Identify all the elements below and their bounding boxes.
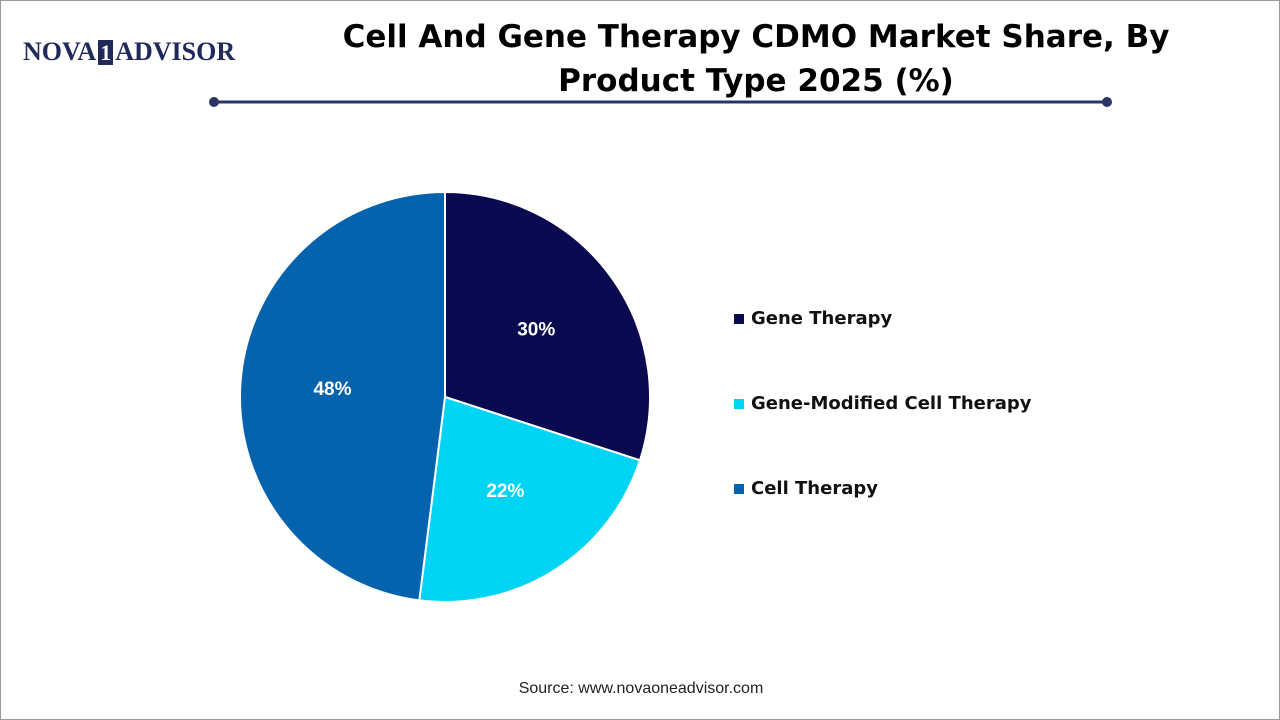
pie-slice [239,190,446,602]
logo-text: ADVISOR [115,37,236,66]
data-label: 22% [486,481,524,502]
logo-text: NOVA [23,37,97,66]
legend-marker [734,314,744,324]
pie-slice [444,190,651,462]
logo-text: 1 [98,40,114,65]
legend-label: Cell Therapy [751,478,878,499]
legend-label: Gene Therapy [751,308,892,329]
chart-title: Cell And Gene Therapy CDMO Market Share,… [342,19,1170,99]
rule-dot [209,97,219,107]
legend-marker [734,399,744,409]
logo: NOVA 1 ADVISOR [23,37,235,67]
data-label: 30% [517,320,555,341]
rule-dot [1102,97,1112,107]
legend-marker [734,484,744,494]
legend-label: Gene-Modified Cell Therapy [751,393,1032,414]
source: Source: www.novaoneadvisor.com [518,680,764,697]
data-label: 48% [313,379,351,400]
pie-slice [418,395,642,603]
